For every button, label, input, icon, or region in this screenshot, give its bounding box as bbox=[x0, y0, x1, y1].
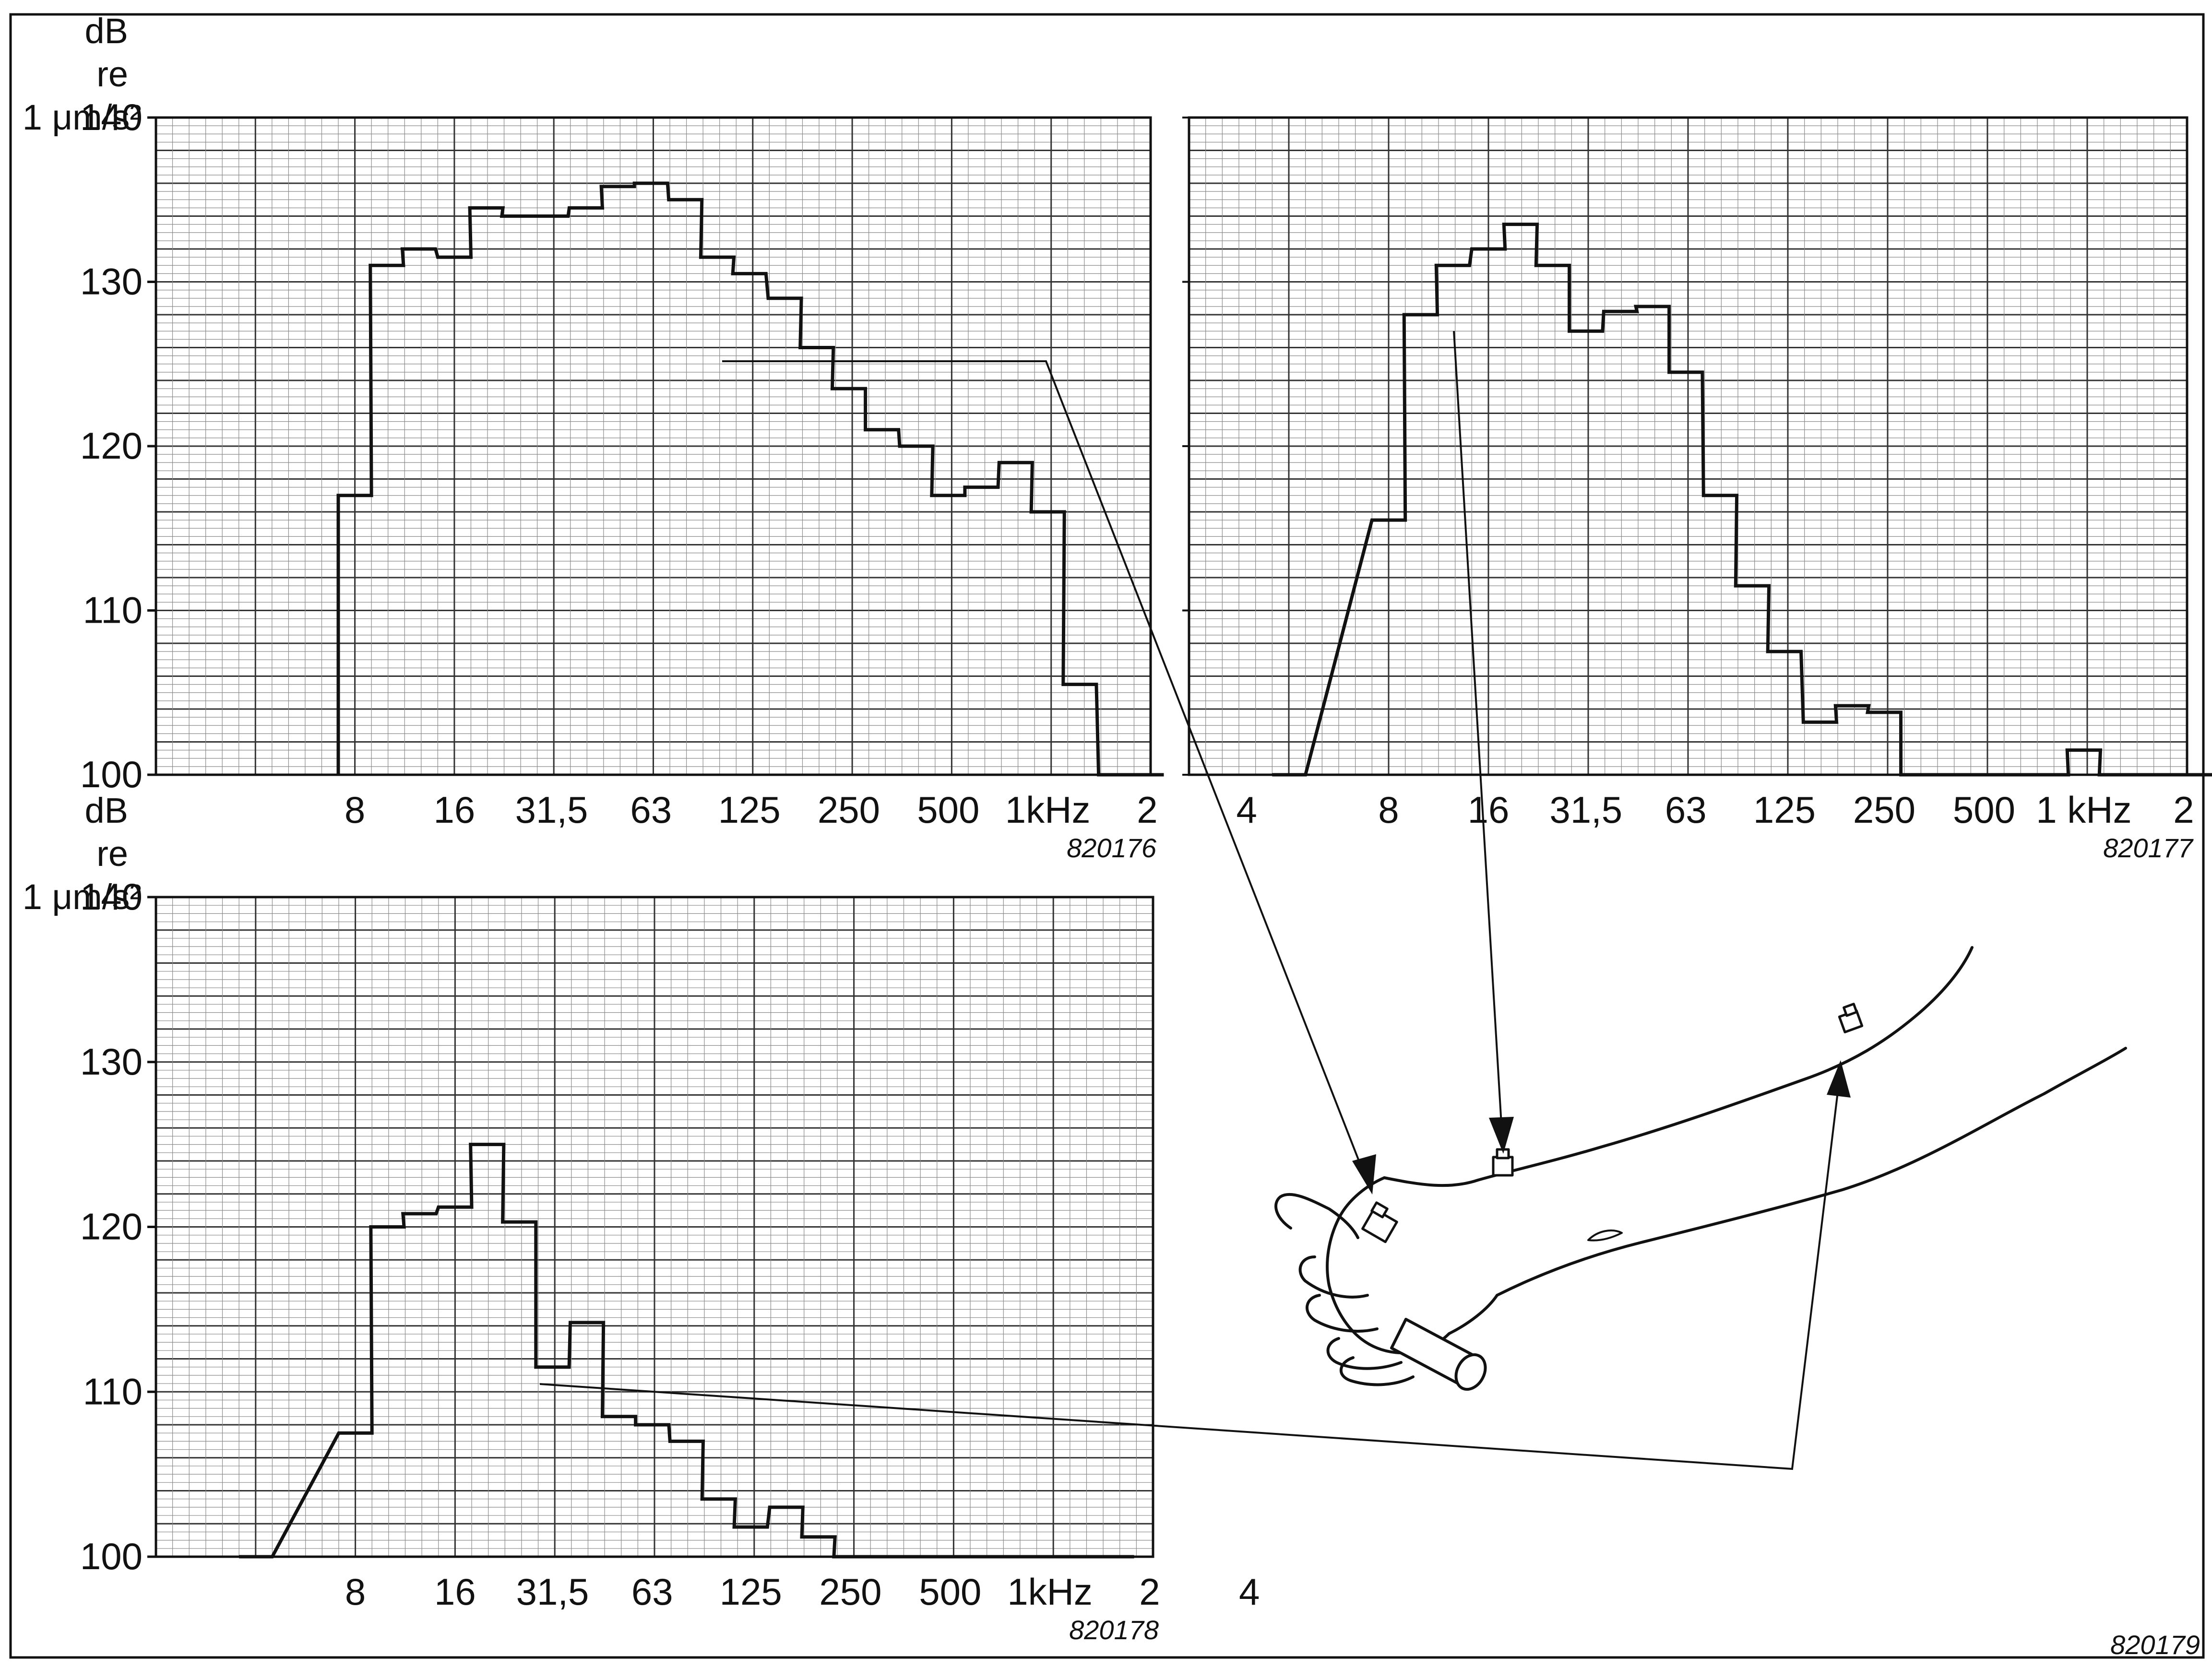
tool-handle bbox=[1390, 1318, 1487, 1391]
y-axis-label: re bbox=[96, 54, 128, 94]
y-axis-label: 1 μm/s² bbox=[23, 877, 142, 917]
chart-top-right: 8 16 31,5 63 125 250 500 1 kHz 2 4 820177 bbox=[1182, 116, 2212, 863]
y-tick-label: 130 bbox=[80, 1041, 143, 1083]
x-tick-label: 63 bbox=[631, 1571, 673, 1613]
y-tick-label: 120 bbox=[80, 1206, 143, 1248]
grid bbox=[155, 896, 1154, 1558]
forearm-outline-upper bbox=[1383, 946, 1974, 1187]
x-tick-label: 2 bbox=[2173, 789, 2194, 831]
x-tick-label: 1kHz bbox=[1007, 1571, 1093, 1613]
grid bbox=[1188, 117, 2188, 776]
finger-2 bbox=[1306, 1294, 1379, 1333]
accelerometer-forearm bbox=[1838, 1003, 1864, 1033]
x-tick-label: 500 bbox=[1953, 789, 2015, 831]
chart-figure-number: 820176 bbox=[1067, 833, 1157, 863]
y-axis-label: re bbox=[96, 834, 128, 874]
pointer-line-wrist bbox=[1453, 331, 1503, 1133]
y-tick-label: 140 bbox=[80, 96, 143, 138]
y-tick-label: 130 bbox=[80, 260, 143, 303]
hand-illustration bbox=[1274, 946, 2127, 1391]
accelerometer-wrist bbox=[1492, 1148, 1514, 1177]
spectrum-series bbox=[239, 1143, 1134, 1559]
pointer-arrowhead-wrist bbox=[1489, 1117, 1514, 1154]
x-tick-label: 31,5 bbox=[1549, 789, 1622, 831]
chart-figure-number: 820177 bbox=[2103, 833, 2194, 863]
x-tick-label: 2 bbox=[1137, 789, 1157, 831]
hand-back bbox=[1326, 1176, 1451, 1354]
y-tick-label: 100 bbox=[80, 1535, 143, 1577]
y-axis-label: dB bbox=[84, 11, 128, 51]
wrist-crease bbox=[1587, 1230, 1623, 1242]
x-tick-label: 8 bbox=[1378, 789, 1399, 831]
finger-3 bbox=[1326, 1337, 1403, 1370]
figure-number: 820179 bbox=[2110, 1630, 2200, 1660]
x-tick-label: 31,5 bbox=[515, 789, 588, 831]
x-tick-label: 500 bbox=[917, 789, 979, 831]
x-tick-label: 125 bbox=[1753, 789, 1816, 831]
x-tick-label: 1kHz bbox=[1005, 789, 1091, 831]
hand-palm bbox=[1448, 1294, 1498, 1335]
y-tick-label: 120 bbox=[80, 425, 143, 467]
y-tick-label: 110 bbox=[83, 589, 143, 631]
x-tick-label: 125 bbox=[718, 789, 781, 831]
x-tick-label: 16 bbox=[434, 789, 476, 831]
x-tick-label: 125 bbox=[720, 1571, 782, 1613]
y-tick-label: 110 bbox=[83, 1370, 143, 1412]
pointer-line-forearm bbox=[539, 1084, 1840, 1470]
pointer-arrowhead-hand bbox=[1352, 1154, 1376, 1195]
x-tick-label: 8 bbox=[345, 789, 365, 831]
finger-1 bbox=[1298, 1255, 1369, 1299]
x-tick-label: 250 bbox=[1853, 789, 1915, 831]
x-tick-label: 16 bbox=[434, 1571, 476, 1613]
x-tick-label: 250 bbox=[819, 1571, 881, 1613]
spectrum-series bbox=[1272, 223, 2212, 777]
grid bbox=[155, 117, 1152, 776]
x-tick-label: 4 bbox=[1237, 789, 1257, 831]
x-tick-label: 2 bbox=[1139, 1571, 1160, 1613]
finger-4 bbox=[1340, 1356, 1415, 1386]
x-tick-label: 16 bbox=[1468, 789, 1510, 831]
x-tick-label: 1 kHz bbox=[2036, 789, 2131, 831]
pointer-arrowhead-forearm bbox=[1827, 1060, 1851, 1098]
thumb bbox=[1274, 1193, 1359, 1239]
chart-figure-number: 820178 bbox=[1069, 1615, 1159, 1645]
x-tick-label: 31,5 bbox=[516, 1571, 589, 1613]
forearm-outline-lower bbox=[1496, 1047, 2127, 1297]
accelerometer-hand bbox=[1361, 1201, 1398, 1243]
pointer-lines bbox=[539, 331, 1851, 1470]
y-axis-label: 1 μm/s² bbox=[23, 97, 142, 137]
x-tick-label: 63 bbox=[630, 789, 672, 831]
x-tick-label: 500 bbox=[919, 1571, 981, 1613]
figure-frame bbox=[9, 13, 2205, 1659]
y-tick-label: 100 bbox=[80, 753, 143, 795]
x-tick-label: 4 bbox=[1239, 1571, 1260, 1613]
x-tick-label: 63 bbox=[1665, 789, 1707, 831]
y-axis-label: dB bbox=[84, 791, 128, 830]
y-tick-label: 140 bbox=[80, 875, 143, 918]
x-tick-label: 250 bbox=[818, 789, 880, 831]
x-tick-label: 8 bbox=[345, 1571, 366, 1613]
pointer-line-hand bbox=[722, 360, 1364, 1171]
